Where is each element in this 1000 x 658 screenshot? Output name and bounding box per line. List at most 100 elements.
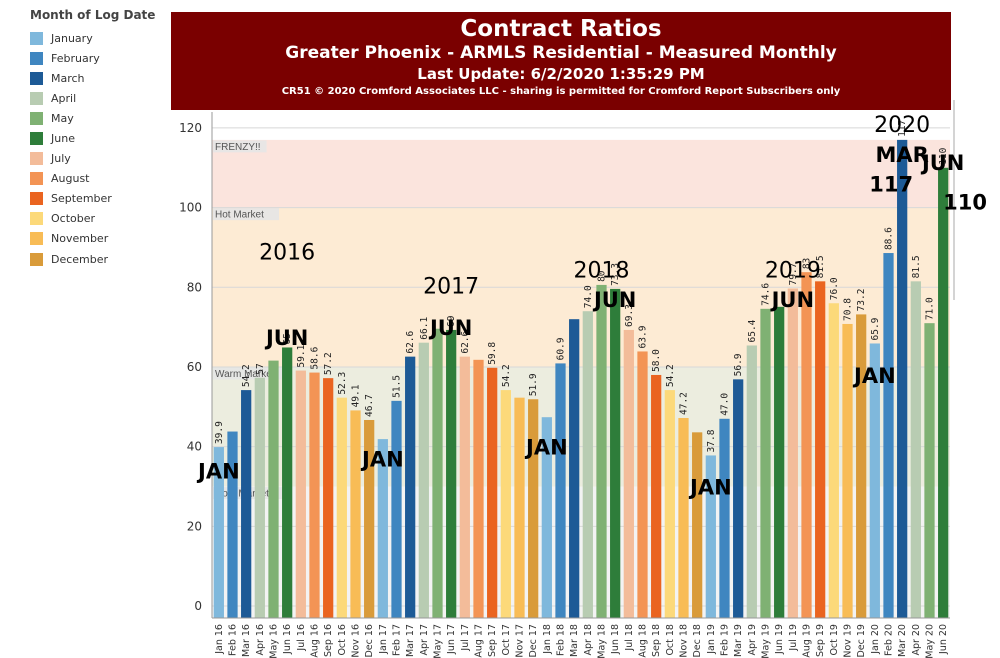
annotation-label: JAN [524, 436, 568, 460]
legend-item[interactable]: September [30, 189, 170, 209]
bar [268, 360, 279, 618]
x-tick-label: Mar 18 [569, 624, 580, 657]
x-tick-label: Mar 16 [241, 624, 252, 657]
x-tick-label: Sep 17 [487, 624, 498, 657]
x-tick-label: Nov 18 [679, 624, 690, 658]
band-0 [212, 486, 950, 618]
annotation-label: JAN [196, 460, 240, 484]
annotations: 2016 JUN JAN JAN 2017 JUN JAN 2018 JUN JAN 2019 JUN… [196, 113, 987, 500]
bar [828, 303, 839, 618]
legend: Month of Log Date January February March Ap… [30, 8, 170, 269]
legend-item[interactable]: October [30, 209, 170, 229]
bar [582, 311, 593, 618]
x-tick-label: Oct 18 [665, 624, 676, 656]
annotation-label: JAN [852, 364, 896, 388]
x-tick-label: Oct 16 [337, 624, 348, 656]
legend-label: April [51, 91, 77, 105]
bar-value-label: 70.8 [843, 298, 854, 321]
legend-item[interactable]: May [30, 108, 170, 128]
bar-value-label: 62.6 [460, 330, 471, 353]
bar-value-label: 59.1 [296, 344, 307, 367]
bar [473, 359, 484, 618]
x-tick-label: Apr 20 [911, 624, 922, 656]
bar [418, 342, 429, 618]
bar [391, 400, 402, 618]
legend-label: May [51, 111, 74, 125]
x-tick-label: Dec 18 [692, 624, 703, 658]
annotation-label: JAN [688, 475, 732, 499]
x-tick-label: Feb 16 [228, 624, 239, 656]
x-tick-label: Feb 19 [720, 624, 731, 656]
x-tick-label: Feb 17 [392, 624, 403, 656]
bar-value-label: 57.2 [323, 352, 334, 375]
legend-swatch [30, 172, 43, 186]
bar [787, 288, 798, 618]
bar-value-label: 49.1 [351, 384, 362, 407]
bar-value-label: 46.7 [364, 394, 375, 417]
legend-item[interactable]: December [30, 249, 170, 269]
bar [651, 374, 662, 618]
bar-value-label: 73.2 [856, 289, 867, 312]
bar-value-label: 37.8 [706, 429, 717, 452]
band-label-bg [213, 367, 286, 380]
bar [541, 417, 552, 618]
copyright-notice: CR51 © 2020 Cromford Associates LLC - sh… [281, 86, 841, 97]
annotation-label: JAN [360, 448, 404, 472]
bar [446, 329, 457, 618]
bar-value-label: 74.6 [761, 283, 772, 306]
bar [746, 345, 757, 618]
legend-label: March [51, 71, 85, 85]
bar-value-label: 58.0 [651, 349, 662, 372]
legend-label: January [51, 31, 93, 45]
bar [815, 281, 826, 618]
legend-swatch [30, 192, 43, 206]
legend-label: August [51, 172, 90, 186]
legend-swatch [30, 252, 43, 266]
bar-value-label: 51.9 [528, 373, 539, 396]
legend-swatch [30, 31, 43, 45]
x-tick-label: Mar 19 [733, 624, 744, 657]
legend-items: January February March April May June July Augu… [30, 28, 170, 269]
legend-swatch [30, 111, 43, 125]
x-tick-label: Aug 18 [638, 624, 649, 658]
legend-item[interactable]: August [30, 169, 170, 189]
x-tick-label: Jan 16 [214, 624, 225, 655]
legend-item[interactable]: February [30, 48, 170, 68]
bar [637, 351, 648, 618]
legend-swatch [30, 212, 43, 226]
bar [883, 253, 894, 618]
bar-value-label: 81.5 [911, 255, 922, 278]
annotation-label: 2016 [259, 240, 315, 265]
bar [705, 455, 716, 618]
legend-item[interactable]: July [30, 149, 170, 169]
legend-item[interactable]: March [30, 68, 170, 88]
x-tick-label: Nov 19 [843, 624, 854, 658]
bar [227, 431, 238, 618]
legend-item[interactable]: June [30, 128, 170, 148]
band-1 [212, 366, 950, 487]
bar [282, 347, 293, 618]
legend-item[interactable]: April [30, 88, 170, 108]
bar-value-label: 88.6 [884, 227, 895, 250]
legend-label: November [51, 232, 109, 246]
bar [842, 323, 853, 618]
bar [241, 390, 252, 618]
annotation-label: JUN [770, 288, 814, 312]
annotation-label: JUN [920, 151, 964, 175]
bar [432, 328, 443, 618]
legend-swatch [30, 71, 43, 85]
legend-item[interactable]: January [30, 28, 170, 48]
legend-item[interactable]: November [30, 229, 170, 249]
bar-value-label: 83 [802, 258, 813, 269]
x-tick-label: Apr 18 [583, 624, 594, 656]
x-tick-label: May 18 [597, 624, 608, 658]
bar-value-label: 58.6 [310, 346, 321, 369]
bar [528, 399, 539, 618]
x-tick-label: Aug 19 [802, 624, 813, 658]
y-tick-label: 60 [187, 360, 202, 374]
bar-value-label: 63.9 [638, 325, 649, 348]
x-tick-label: Jun 19 [774, 624, 785, 655]
bar [459, 356, 470, 618]
x-tick-label: Jun 18 [610, 624, 621, 655]
bar [869, 343, 880, 618]
